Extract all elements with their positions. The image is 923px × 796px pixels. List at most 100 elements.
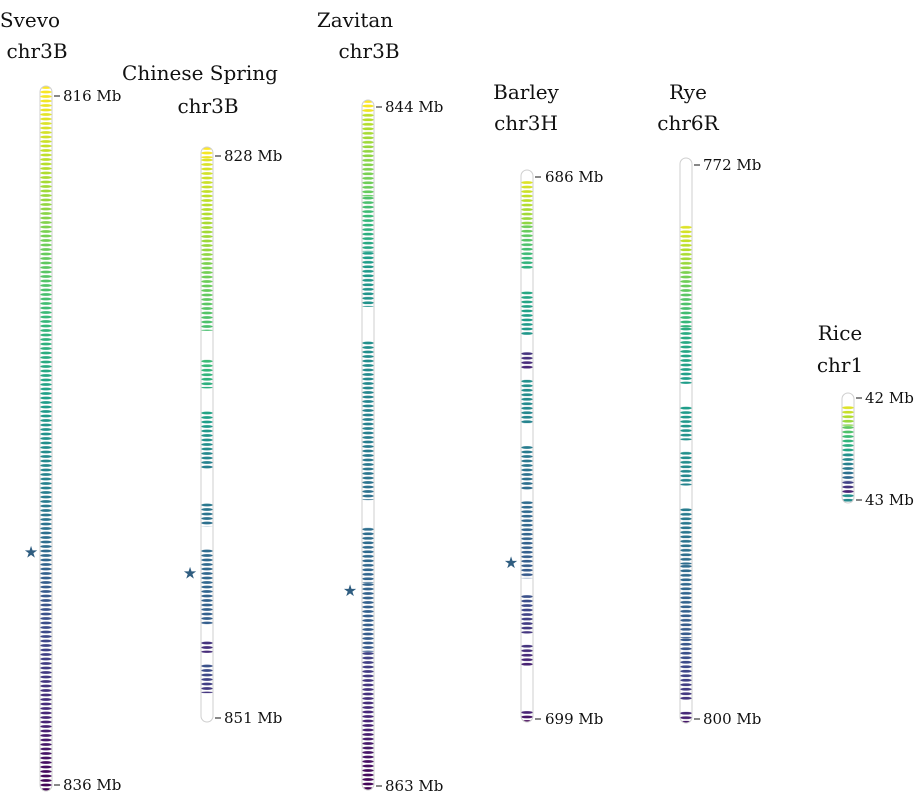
band-rye-6 — [680, 564, 692, 569]
band-rye-6 — [680, 600, 692, 605]
band-zavitan-1 — [362, 176, 374, 181]
band-chinese-spring-4 — [201, 424, 213, 429]
band-rye-4 — [680, 455, 692, 460]
band-chinese-spring-1 — [201, 158, 213, 162]
band-barley-6 — [521, 554, 533, 559]
band-svevo-0 — [40, 373, 52, 378]
band-rye-3 — [680, 424, 692, 428]
band-barley-4 — [521, 401, 533, 406]
band-barley-3 — [521, 356, 533, 360]
band-zavitan-3 — [362, 296, 374, 301]
band-barley-6 — [521, 514, 533, 519]
band-rye-2 — [680, 372, 692, 376]
band-svevo-0 — [40, 360, 52, 364]
band-svevo-0 — [40, 369, 52, 373]
band-svevo-0 — [40, 522, 52, 526]
band-barley-0 — [521, 189, 533, 194]
band-zavitan-3 — [362, 305, 374, 308]
band-chinese-spring-6 — [201, 594, 213, 598]
band-chinese-spring-2 — [201, 315, 213, 320]
band-svevo-0 — [40, 337, 52, 342]
band-zavitan-4 — [362, 413, 374, 417]
band-zavitan-6 — [362, 531, 374, 536]
band-svevo-0 — [40, 445, 52, 450]
band-barley-7 — [521, 599, 533, 603]
band-zavitan-7 — [362, 618, 374, 623]
band-chinese-spring-3 — [201, 363, 213, 368]
band-rye-1 — [680, 311, 692, 315]
band-svevo-0 — [40, 229, 52, 234]
band-rye-2 — [680, 340, 692, 345]
band-rye-6 — [680, 573, 692, 578]
band-zavitan-7 — [362, 645, 374, 650]
band-barley-0 — [521, 180, 533, 185]
band-chinese-spring-3 — [201, 381, 213, 386]
band-chinese-spring-1 — [201, 252, 213, 257]
band-barley-1 — [521, 247, 533, 251]
star-icon-chinese-spring: ★ — [183, 564, 197, 583]
band-zavitan-1 — [362, 185, 374, 190]
band-svevo-0 — [40, 535, 52, 540]
band-zavitan-8 — [362, 701, 374, 705]
chromosome-svevo: Svevo chr3B 816 Mb 836 Mb ★ — [0, 8, 121, 794]
band-rye-2 — [680, 336, 692, 340]
band-chinese-spring-0 — [201, 151, 213, 155]
band-rye-0 — [680, 239, 692, 243]
chromosome-outline-rye — [679, 157, 693, 724]
band-chinese-spring-4 — [201, 456, 213, 460]
band-zavitan-8 — [362, 656, 374, 660]
band-rye-2 — [680, 381, 692, 385]
band-barley-4 — [521, 410, 533, 415]
band-barley-0 — [521, 194, 533, 198]
band-rye-5 — [680, 548, 692, 553]
band-zavitan-1 — [362, 158, 374, 163]
band-svevo-0 — [40, 207, 52, 211]
band-rye-6 — [680, 631, 692, 636]
band-zavitan-7 — [362, 641, 374, 645]
band-chinese-spring-2 — [201, 297, 213, 302]
band-svevo-0 — [40, 333, 52, 337]
band-zavitan-4 — [362, 408, 374, 413]
band-svevo-0 — [40, 279, 52, 283]
band-chinese-spring-0 — [201, 155, 213, 159]
band-chinese-spring-6 — [201, 621, 213, 625]
chromosome-chinese-spring: Chinese Spring chr3B 828 Mb 851 Mb ★ — [122, 61, 282, 727]
band-svevo-0 — [40, 742, 52, 747]
band-rice-2 — [842, 462, 854, 466]
band-zavitan-4 — [362, 390, 374, 395]
band-svevo-0 — [40, 153, 52, 157]
band-chinese-spring-2 — [201, 293, 213, 297]
band-zavitan-8 — [362, 750, 374, 755]
band-zavitan-3 — [362, 282, 374, 287]
band-svevo-0 — [40, 733, 52, 738]
band-svevo-0 — [40, 702, 52, 706]
band-zavitan-8 — [362, 759, 374, 764]
band-svevo-0 — [40, 180, 52, 184]
band-svevo-0 — [40, 310, 52, 315]
band-zavitan-4 — [362, 426, 374, 431]
band-barley-8 — [521, 657, 533, 662]
band-zavitan-1 — [362, 167, 374, 172]
band-svevo-0 — [40, 423, 52, 427]
band-barley-1 — [521, 265, 533, 270]
band-svevo-0 — [40, 616, 52, 621]
band-svevo-0 — [40, 508, 52, 513]
band-chinese-spring-4 — [201, 411, 213, 415]
band-barley-5 — [521, 472, 533, 477]
band-svevo-0 — [40, 783, 52, 787]
band-zavitan-7 — [362, 582, 374, 587]
band-svevo-0 — [40, 477, 52, 481]
band-zavitan-3 — [362, 251, 374, 256]
band-chinese-spring-6 — [201, 603, 213, 607]
band-svevo-0 — [40, 567, 52, 571]
band-svevo-0 — [40, 243, 52, 247]
band-rye-7 — [680, 646, 692, 651]
band-svevo-0 — [40, 724, 52, 729]
band-chinese-spring-6 — [201, 576, 213, 580]
band-chinese-spring-7 — [201, 645, 213, 650]
band-barley-4 — [521, 379, 533, 384]
band-rye-0 — [680, 243, 692, 248]
band-svevo-0 — [40, 400, 52, 405]
band-svevo-0 — [40, 603, 52, 607]
band-chinese-spring-2 — [201, 302, 213, 306]
